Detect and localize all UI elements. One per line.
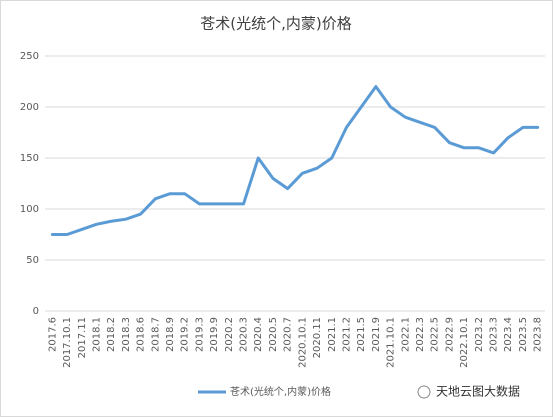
x-tick-label: 2019.2: [180, 317, 191, 352]
x-tick-label: 2022.5: [430, 317, 441, 352]
x-tick-label: 2020.2: [224, 317, 235, 352]
y-tick-label: 100: [20, 204, 39, 215]
x-tick-label: 2018.9: [165, 317, 176, 352]
x-tick-label: 2018.2: [106, 317, 117, 352]
y-tick-label: 150: [20, 153, 39, 164]
x-tick-label: 2017.6: [47, 317, 58, 352]
x-tick-label: 2022.9: [444, 317, 455, 352]
chart-title: 苍术(光统个,内蒙)价格: [200, 15, 351, 33]
x-tick-label: 2018.3: [121, 317, 132, 352]
x-tick-label: 2021.9: [371, 317, 382, 352]
x-tick-label: 2023.2: [474, 317, 485, 352]
watermark: 天地云图大数据: [436, 384, 520, 399]
x-tick-label: 2023.4: [503, 317, 514, 352]
x-tick-label: 2022.10.1: [459, 317, 470, 368]
x-tick-label: 2018.6: [136, 317, 147, 352]
x-tick-label: 2023.8: [533, 317, 544, 352]
x-tick-label: 2020.3: [239, 317, 250, 352]
watermark-icon: [417, 385, 431, 399]
legend-label: 苍术(光统个,内蒙)价格: [230, 385, 331, 398]
x-tick-label: 2017.11: [77, 317, 88, 358]
x-tick-label: 2022.1: [400, 317, 411, 352]
y-tick-label: 200: [20, 102, 39, 113]
x-tick-label: 2021.1: [327, 317, 338, 352]
x-tick-label: 2023.5: [518, 317, 529, 352]
x-tick-label: 2018.7: [150, 317, 161, 352]
x-tick-label: 2021.2: [341, 317, 352, 352]
x-tick-label: 2020.7: [283, 317, 294, 352]
x-tick-label: 2020.4: [253, 317, 264, 352]
x-tick-label: 2021.5: [356, 317, 367, 352]
x-tick-label: 2018.1: [91, 317, 102, 352]
x-tick-label: 2017.10.1: [62, 317, 73, 368]
x-tick-label: 2021.10.1: [386, 317, 397, 368]
y-tick-label: 0: [33, 306, 39, 317]
y-tick-label: 250: [20, 51, 39, 62]
x-tick-label: 2023.3: [489, 317, 500, 352]
x-tick-label: 2019.9: [209, 317, 220, 352]
x-tick-label: 2020.11: [312, 317, 323, 358]
line-series: [50, 85, 540, 236]
y-tick-label: 50: [26, 255, 39, 266]
x-tick-label: 2022.3: [415, 317, 426, 352]
x-tick-label: 2019.3: [194, 317, 205, 352]
x-tick-label: 2020.5: [268, 317, 279, 352]
x-tick-label: 2020.10.1: [297, 317, 308, 368]
